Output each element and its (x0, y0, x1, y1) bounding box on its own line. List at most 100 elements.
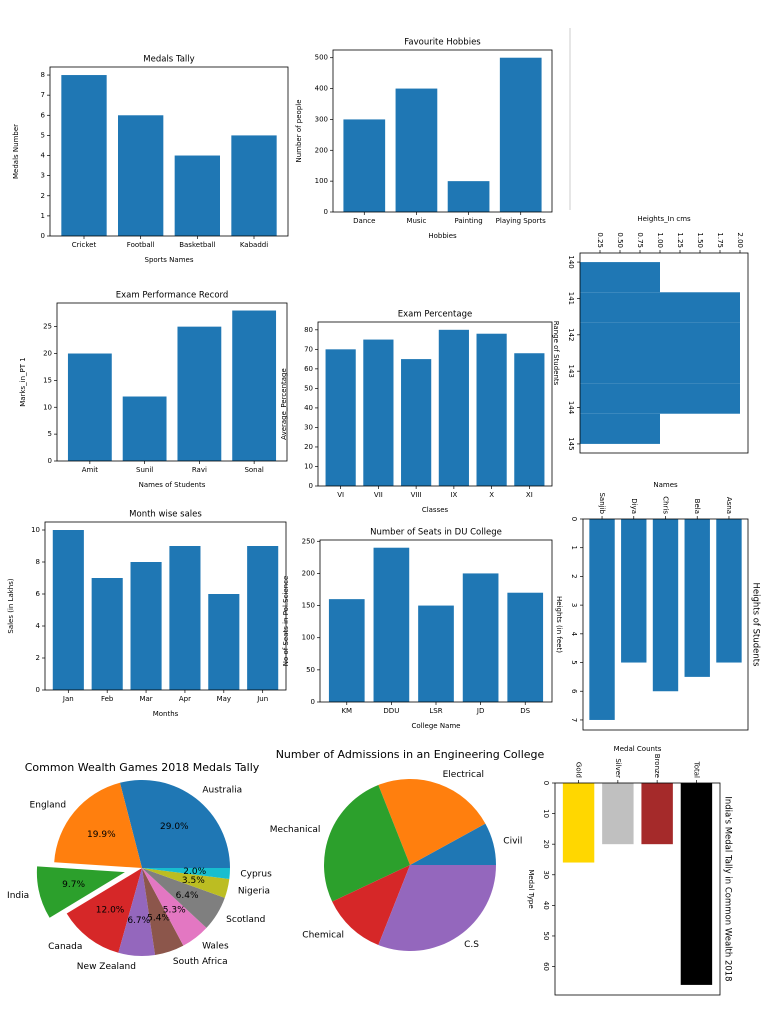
y-tick-label: 5 (41, 131, 45, 139)
x-tick-label: Music (406, 217, 426, 225)
chart-title: Heights of Students (751, 582, 761, 667)
y-axis-label: Marks_in_PT 1 (19, 357, 27, 406)
y-tick-label: 7 (41, 91, 45, 99)
y-tick-label: 1.50 (696, 232, 704, 248)
y-tick-label: 0 (324, 208, 328, 216)
x-tick-label: 6 (570, 689, 578, 694)
pie-label: C.S (464, 940, 479, 950)
bar (507, 592, 544, 702)
pie-value-label: 6.4% (176, 891, 199, 901)
x-tick-label: 1 (570, 545, 578, 549)
bar (61, 75, 107, 236)
pie-value-label: 5.4% (147, 914, 170, 924)
bar (716, 519, 742, 663)
chart: Number of Admissions in an Engineering C… (270, 748, 545, 951)
bar (169, 546, 201, 690)
pie-wedge (66, 868, 142, 953)
pie-label: Mechanical (270, 825, 321, 835)
x-axis-label: Months (153, 710, 179, 718)
pie-wedge (378, 779, 486, 865)
x-tick-label: 143 (567, 364, 575, 377)
x-tick-label: VIII (411, 491, 422, 499)
chart: Common Wealth Games 2018 Medals Tally Aus… (7, 761, 272, 972)
bar (52, 530, 84, 690)
y-tick-label: 0 (36, 686, 40, 694)
chart-title: Number of Seats in DU College (370, 528, 502, 538)
x-tick-label: 30 (542, 870, 550, 879)
x-tick-label: 60 (542, 962, 550, 971)
pie-wedge (332, 865, 410, 945)
x-tick-label: Sunil (136, 466, 153, 474)
x-tick-label: 145 (567, 437, 575, 450)
bar (91, 578, 123, 690)
x-tick-label: 4 (570, 632, 578, 637)
y-tick-label: 100 (302, 634, 315, 642)
y-tick-label: 0.75 (636, 232, 644, 248)
y-tick-label: 4 (36, 622, 41, 630)
bar (401, 359, 432, 486)
bar (130, 562, 162, 690)
y-tick-label: 250 (302, 537, 315, 545)
bar (174, 155, 220, 236)
y-tick-label: Sanjib (598, 492, 606, 514)
y-tick-label: 1.25 (676, 232, 684, 248)
histogram-bar (580, 353, 740, 384)
pie-wedge (142, 868, 184, 956)
x-tick-label: DS (520, 707, 530, 715)
x-tick-label: 140 (567, 255, 575, 268)
x-tick-label: IX (450, 491, 457, 499)
y-tick-label: 50 (304, 384, 313, 392)
x-tick-label: Ravi (192, 466, 207, 474)
pie-value-label: 3.5% (182, 876, 205, 886)
chart-title: Month wise sales (129, 510, 202, 520)
y-axis-label: Medal Counts (614, 745, 662, 753)
x-tick-label: X (489, 491, 494, 499)
pie-label: New Zealand (77, 962, 136, 972)
pie-label: India (7, 891, 29, 901)
plot-frame (49, 66, 289, 237)
pie-value-label: 5.3% (163, 905, 186, 915)
y-tick-label: 300 (315, 115, 328, 123)
y-tick-label: 10 (304, 462, 313, 470)
x-tick-label: VI (337, 491, 344, 499)
x-tick-label: Basketball (179, 241, 215, 249)
x-axis-label: College Name (412, 722, 461, 730)
chart-title: Exam Percentage (398, 310, 472, 320)
bar (118, 115, 164, 236)
y-tick-label: 30 (304, 423, 313, 431)
chart: Gold Silver Bronze Total 0 10 20 30 40 50 60 India'… (527, 745, 733, 996)
bar (684, 519, 710, 677)
y-tick-label: 2.00 (736, 232, 744, 248)
plot-frame (332, 49, 553, 213)
bar (418, 605, 454, 702)
y-axis-label: Heights_In cms (637, 215, 691, 223)
chart-title: Common Wealth Games 2018 Medals Tally (25, 761, 260, 774)
bar (621, 519, 647, 663)
y-axis-label: Medals Number (12, 124, 20, 179)
bar (447, 181, 490, 212)
chart: Cricket Football Basketball Kabaddi 0 1 2 3 4 5 6 7… (12, 55, 289, 264)
x-tick-label: 144 (567, 401, 575, 415)
pie-label: Electrical (443, 770, 484, 780)
pie-wedge (378, 865, 496, 951)
chart-title: Exam Performance Record (116, 291, 229, 301)
pie-label: Civil (503, 837, 522, 847)
y-tick-label: 400 (315, 85, 328, 93)
x-tick-label: Football (127, 241, 155, 249)
x-axis-label: Hobbies (428, 232, 457, 240)
bar (499, 57, 542, 212)
chart-title: India's Medal Tally in Common Wealth 201… (723, 796, 733, 981)
chart: Sanjib Diya Chris Bela Asna 0 1 2 3 4 5 6 7 Heights o… (555, 481, 761, 731)
plot-frame (44, 521, 287, 691)
y-tick-label: Gold (575, 762, 583, 778)
chart: Dance Music Painting Playing Sports 0 100 200 3… (295, 38, 553, 240)
bar (122, 396, 167, 461)
y-tick-label: 1 (41, 212, 45, 220)
pie-label: Australia (202, 786, 242, 796)
plot-frame (319, 539, 553, 703)
pie-wedge (119, 780, 230, 868)
x-tick-label: Mar (139, 695, 152, 703)
y-axis-label: No of Seats in Pol.Science (282, 576, 290, 667)
y-tick-label: 200 (302, 569, 315, 577)
